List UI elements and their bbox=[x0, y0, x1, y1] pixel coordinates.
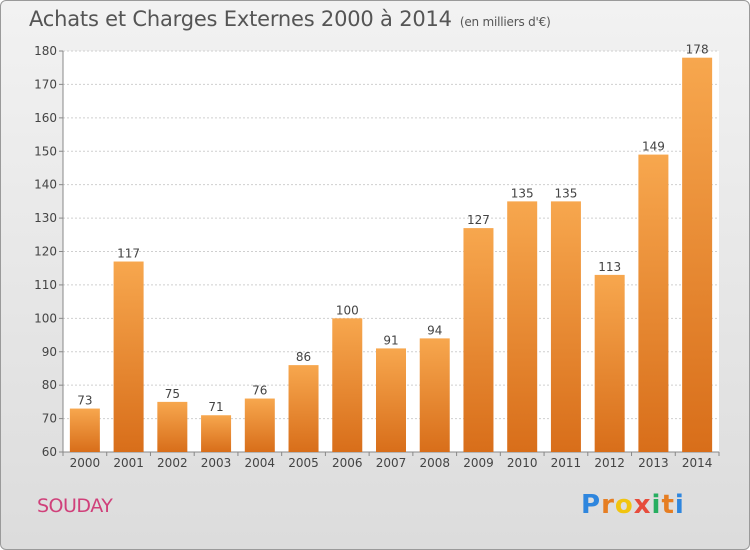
bar bbox=[594, 274, 625, 452]
data-label: 76 bbox=[252, 384, 267, 398]
x-tick-label: 2003 bbox=[201, 456, 232, 470]
bar bbox=[507, 201, 538, 452]
y-tick-label: 70 bbox=[42, 412, 57, 426]
bar bbox=[682, 57, 713, 452]
bar bbox=[332, 318, 363, 452]
y-tick-label: 160 bbox=[34, 111, 57, 125]
y-tick-label: 80 bbox=[42, 378, 57, 392]
x-tick-label: 2011 bbox=[551, 456, 582, 470]
x-tick-label: 2001 bbox=[113, 456, 144, 470]
bar bbox=[376, 348, 406, 452]
bar bbox=[288, 365, 319, 452]
data-label: 149 bbox=[642, 140, 665, 154]
data-label: 113 bbox=[598, 260, 621, 274]
data-label: 100 bbox=[336, 303, 359, 317]
chart-subtitle: (en milliers d'€) bbox=[459, 15, 551, 29]
logo-letter: i bbox=[674, 490, 685, 520]
logo-letter: x bbox=[633, 490, 652, 520]
data-label: 75 bbox=[165, 387, 180, 401]
data-label: 117 bbox=[117, 247, 140, 261]
x-tick-label: 2000 bbox=[70, 456, 101, 470]
bar bbox=[113, 261, 144, 452]
bar bbox=[69, 408, 100, 452]
x-tick-label: 2010 bbox=[507, 456, 538, 470]
y-tick-label: 150 bbox=[34, 144, 57, 158]
data-label: 178 bbox=[686, 43, 709, 57]
logo-letter: i bbox=[651, 490, 662, 520]
bar bbox=[201, 415, 232, 452]
y-tick-label: 130 bbox=[34, 211, 57, 225]
logo-letter: o bbox=[614, 490, 634, 520]
y-tick-label: 110 bbox=[34, 278, 57, 292]
data-label: 91 bbox=[383, 333, 398, 347]
y-tick-label: 170 bbox=[34, 77, 57, 91]
logo-letter: P bbox=[581, 490, 602, 520]
x-tick-label: 2009 bbox=[463, 456, 494, 470]
y-tick-label: 100 bbox=[34, 311, 57, 325]
bar bbox=[419, 338, 450, 452]
data-label: 73 bbox=[77, 394, 92, 408]
x-tick-label: 2013 bbox=[638, 456, 669, 470]
x-tick-label: 2007 bbox=[376, 456, 407, 470]
data-label: 127 bbox=[467, 213, 490, 227]
x-tick-label: 2008 bbox=[419, 456, 450, 470]
data-label: 135 bbox=[554, 186, 577, 200]
chart-title-text: Achats et Charges Externes 2000 à 2014 bbox=[29, 7, 452, 31]
y-tick-label: 60 bbox=[42, 445, 57, 459]
data-label: 135 bbox=[511, 186, 534, 200]
bar bbox=[638, 154, 669, 452]
data-label: 94 bbox=[427, 323, 442, 337]
logo-letter: t bbox=[661, 490, 675, 520]
y-tick-label: 140 bbox=[34, 178, 57, 192]
y-tick-label: 180 bbox=[34, 44, 57, 58]
data-label: 71 bbox=[208, 400, 223, 414]
logo-letter: r bbox=[601, 490, 615, 520]
x-tick-label: 2006 bbox=[332, 456, 363, 470]
bar bbox=[463, 228, 494, 452]
data-label: 86 bbox=[296, 350, 311, 364]
y-tick-label: 120 bbox=[34, 245, 57, 259]
x-tick-label: 2014 bbox=[682, 456, 713, 470]
commune-name: SOUDAY bbox=[37, 495, 113, 517]
x-tick-label: 2005 bbox=[288, 456, 319, 470]
bar bbox=[157, 401, 188, 452]
proxiti-logo: Proxiti bbox=[581, 490, 685, 520]
bar bbox=[550, 201, 581, 452]
x-tick-label: 2012 bbox=[594, 456, 625, 470]
x-tick-label: 2004 bbox=[245, 456, 276, 470]
bar bbox=[244, 398, 275, 452]
x-tick-label: 2002 bbox=[157, 456, 188, 470]
y-tick-label: 90 bbox=[42, 345, 57, 359]
chart-title: Achats et Charges Externes 2000 à 2014 (e… bbox=[29, 7, 551, 31]
